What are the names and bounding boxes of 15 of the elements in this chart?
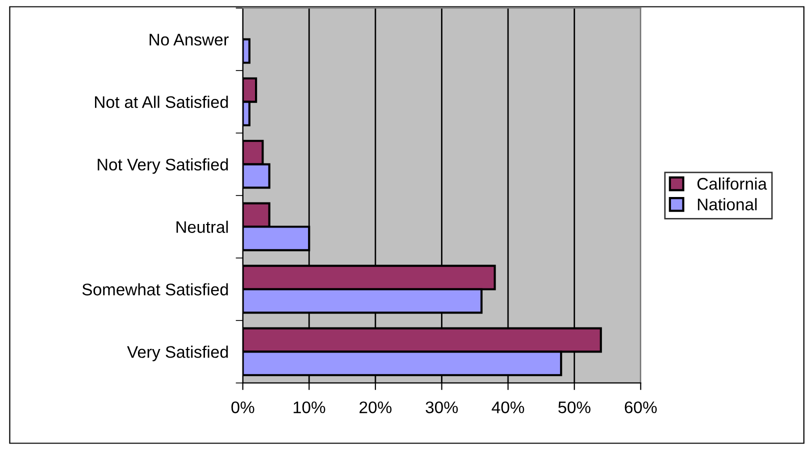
- y-tick-label: Not at All Satisfied: [95, 96, 228, 108]
- x-tick-label: 0%: [231, 401, 254, 414]
- legend-label: National: [698, 198, 757, 210]
- y-tick-label: Neutral: [176, 220, 228, 233]
- legend-label: California: [697, 177, 767, 190]
- y-tick-label: Very Satisfied: [127, 346, 228, 362]
- x-tick-label: 50%: [558, 401, 590, 414]
- y-tick-label: Somewhat Satisfied: [82, 283, 228, 296]
- x-tick-label: 20%: [360, 401, 392, 414]
- y-tick-label: Not Very Satisfied: [98, 158, 228, 174]
- x-tick-label: 40%: [492, 401, 524, 414]
- x-tick-label: 10%: [294, 401, 326, 414]
- x-tick-label: 60%: [624, 401, 657, 414]
- y-tick-label: No Answer: [150, 34, 229, 46]
- x-tick-label: 30%: [426, 401, 458, 414]
